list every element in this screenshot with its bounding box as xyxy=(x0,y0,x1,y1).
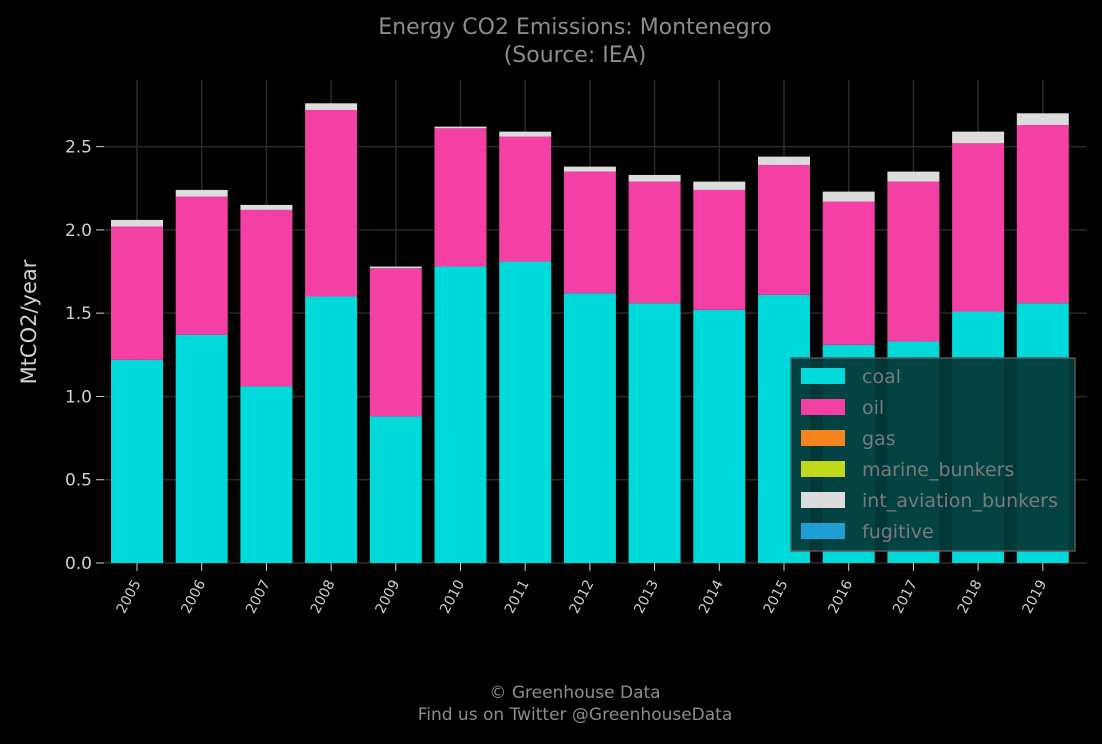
bar-int_aviation_bunkers-2014 xyxy=(693,181,746,190)
bar-coal-2012 xyxy=(563,293,616,563)
footer-copyright: © Greenhouse Data xyxy=(489,683,660,703)
bar-int_aviation_bunkers-2005 xyxy=(111,219,163,227)
bar-int_aviation_bunkers-2018 xyxy=(952,131,1005,144)
bar-int_aviation_bunkers-2015 xyxy=(758,156,810,165)
bar-oil-2006 xyxy=(175,196,228,335)
bar-int_aviation_bunkers-2006 xyxy=(175,189,228,197)
y-tick-label: 2.5 xyxy=(65,138,92,158)
chart-subtitle: (Source: IEA) xyxy=(504,43,647,68)
legend-label-int_aviation_bunkers: int_aviation_bunkers xyxy=(862,490,1058,512)
bar-int_aviation_bunkers-2008 xyxy=(305,103,358,110)
legend-label-coal: coal xyxy=(862,366,901,388)
legend-label-marine_bunkers: marine_bunkers xyxy=(862,459,1014,481)
bar-int_aviation_bunkers-2019 xyxy=(1016,113,1069,125)
bar-coal-2007 xyxy=(240,386,293,563)
legend-box xyxy=(790,357,1076,552)
legend-label-gas: gas xyxy=(862,428,896,450)
legend-swatch-fugitive xyxy=(801,523,845,539)
bar-oil-2017 xyxy=(887,181,940,342)
bar-coal-2009 xyxy=(369,416,422,563)
bar-oil-2018 xyxy=(952,143,1005,312)
bar-int_aviation_bunkers-2012 xyxy=(563,166,616,172)
chart-title: Energy CO2 Emissions: Montenegro xyxy=(378,15,771,40)
bar-coal-2013 xyxy=(628,303,681,563)
legend-label-oil: oil xyxy=(862,397,884,419)
bar-int_aviation_bunkers-2016 xyxy=(822,191,875,202)
bar-int_aviation_bunkers-2007 xyxy=(240,204,293,210)
y-tick-label: 1.0 xyxy=(65,387,92,407)
y-axis-label: MtCO2/year xyxy=(17,259,41,384)
footer-twitter: Find us on Twitter @GreenhouseData xyxy=(418,705,733,725)
y-tick-label: 1.5 xyxy=(65,304,92,324)
bar-oil-2019 xyxy=(1016,124,1069,304)
bar-oil-2005 xyxy=(111,226,163,360)
legend-label-fugitive: fugitive xyxy=(862,521,934,543)
bar-coal-2006 xyxy=(175,334,228,563)
legend-swatch-int_aviation_bunkers xyxy=(801,492,845,508)
bar-oil-2015 xyxy=(758,164,810,295)
bar-oil-2014 xyxy=(693,189,746,310)
bar-int_aviation_bunkers-2013 xyxy=(628,174,681,182)
bar-coal-2010 xyxy=(434,266,487,563)
legend-swatch-coal xyxy=(801,368,845,384)
bar-coal-2005 xyxy=(111,359,163,563)
bar-oil-2008 xyxy=(305,109,358,297)
bar-int_aviation_bunkers-2010 xyxy=(434,126,487,129)
bar-int_aviation_bunkers-2017 xyxy=(887,171,940,182)
legend: coal oil gas marine_bunkers int_aviation_bun… xyxy=(790,357,1076,552)
bar-coal-2008 xyxy=(305,296,358,563)
bar-oil-2011 xyxy=(499,136,552,262)
y-tick-label: 0.5 xyxy=(65,471,92,491)
legend-swatch-gas xyxy=(801,430,845,446)
bar-oil-2010 xyxy=(434,128,487,267)
bar-int_aviation_bunkers-2011 xyxy=(499,131,552,137)
bar-coal-2011 xyxy=(499,261,552,563)
bar-oil-2007 xyxy=(240,209,293,387)
bar-int_aviation_bunkers-2009 xyxy=(369,266,422,269)
legend-items: coal oil gas marine_bunkers int_aviation_bun… xyxy=(801,366,1058,543)
bar-oil-2012 xyxy=(563,171,616,294)
bar-oil-2016 xyxy=(822,201,875,345)
bar-oil-2009 xyxy=(369,268,422,417)
bar-coal-2014 xyxy=(693,309,746,563)
y-tick-label: 2.0 xyxy=(65,221,92,241)
legend-swatch-marine_bunkers xyxy=(801,461,845,477)
bar-oil-2013 xyxy=(628,181,681,304)
legend-swatch-oil xyxy=(801,399,845,415)
y-tick-label: 0.0 xyxy=(65,554,92,574)
